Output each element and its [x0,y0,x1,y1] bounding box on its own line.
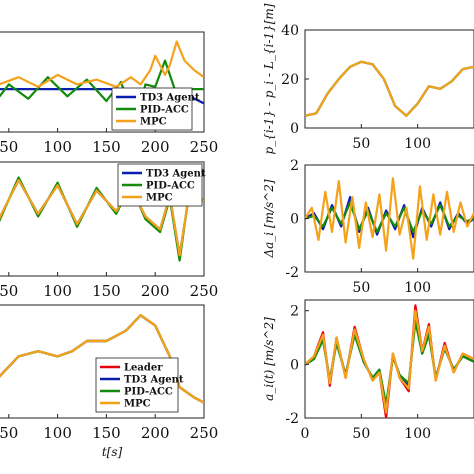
x-tick-label: 250 [190,282,219,300]
x-axis-label: t[s] [102,445,123,459]
legend-label: PID-ACC [124,387,173,398]
series-line-mpc [305,309,474,414]
x-tick-label: 0 [301,426,310,442]
panel-top-right: 50 100 0 20 40 p_{i-1} - p_i - L_{i-1}[m] [262,3,474,154]
x-tick-label: 50 [0,138,18,156]
y-tick-label: -2 [285,411,299,427]
legend-label: Leader [124,363,163,374]
panels: 0501001502002500501001502002500501001502… [0,3,474,459]
y-tick-label: 0 [290,121,299,137]
x-tick-label: 50 [352,426,370,442]
x-tick-label: 200 [141,424,170,442]
axes-box [0,161,205,277]
x-tick-label: 100 [404,280,431,296]
axes-box [304,29,474,129]
series-line-pid-acc [305,201,474,233]
y-tick-label: 2 [290,304,299,320]
series-line-mpc [305,60,474,117]
x-tick-label: 50 [0,282,18,300]
x-tick-label: 100 [404,426,431,442]
y-tick-label: 0 [290,212,299,228]
x-tick-label: 200 [141,138,170,156]
x-tick-label: 50 [352,136,370,152]
y-axis-label: Δa_i [m/s^2] [262,179,276,258]
series-line-mpc [305,177,474,260]
x-tick-label: 100 [43,138,72,156]
panel-mid-right: 50 100 -2 0 2 Δa_i [m/s^2] [262,158,474,296]
x-tick-label: 100 [43,424,72,442]
x-tick-label: 50 [352,280,370,296]
series-group [305,304,474,418]
legend-label: TD3 Agent [140,93,200,104]
series-line-mpc [0,179,204,257]
x-tick-label: 250 [190,138,219,156]
x-tick-label: 150 [92,282,121,300]
y-tick-label: 40 [281,23,299,39]
axes-box [0,31,205,133]
x-tick-label: 50 [0,424,18,442]
legend-label: PID-ACC [146,181,195,192]
legend-label: MPC [124,399,151,410]
legend-label: TD3 Agent [146,169,206,180]
series-line-mpc [0,40,204,88]
legend-label: MPC [140,117,167,128]
axes-box [0,304,205,419]
series-line-pid-acc [0,59,204,127]
legend-label: MPC [146,193,173,204]
x-tick-label: 150 [92,424,121,442]
x-tick-label: 250 [190,424,219,442]
legend-label: TD3 Agent [124,375,184,386]
x-tick-label: 200 [141,282,170,300]
y-tick-label: 0 [290,357,299,373]
x-tick-label: 100 [43,282,72,300]
x-tick-label: 100 [404,136,431,152]
y-axis-label: p_{i-1} - p_i - L_{i-1}[m] [262,3,276,154]
series-group [305,177,474,260]
y-tick-label: -2 [285,265,299,281]
x-tick-label: 150 [92,138,121,156]
y-axis-label: a_i(t) [m/s^2] [262,317,276,401]
series-group [0,176,204,262]
legend-label: PID-ACC [140,105,189,116]
series-line-leader [305,304,474,418]
y-tick-label: 20 [281,72,299,88]
axes-box [304,299,474,419]
y-tick-label: 2 [290,158,299,174]
series-group [305,60,474,117]
